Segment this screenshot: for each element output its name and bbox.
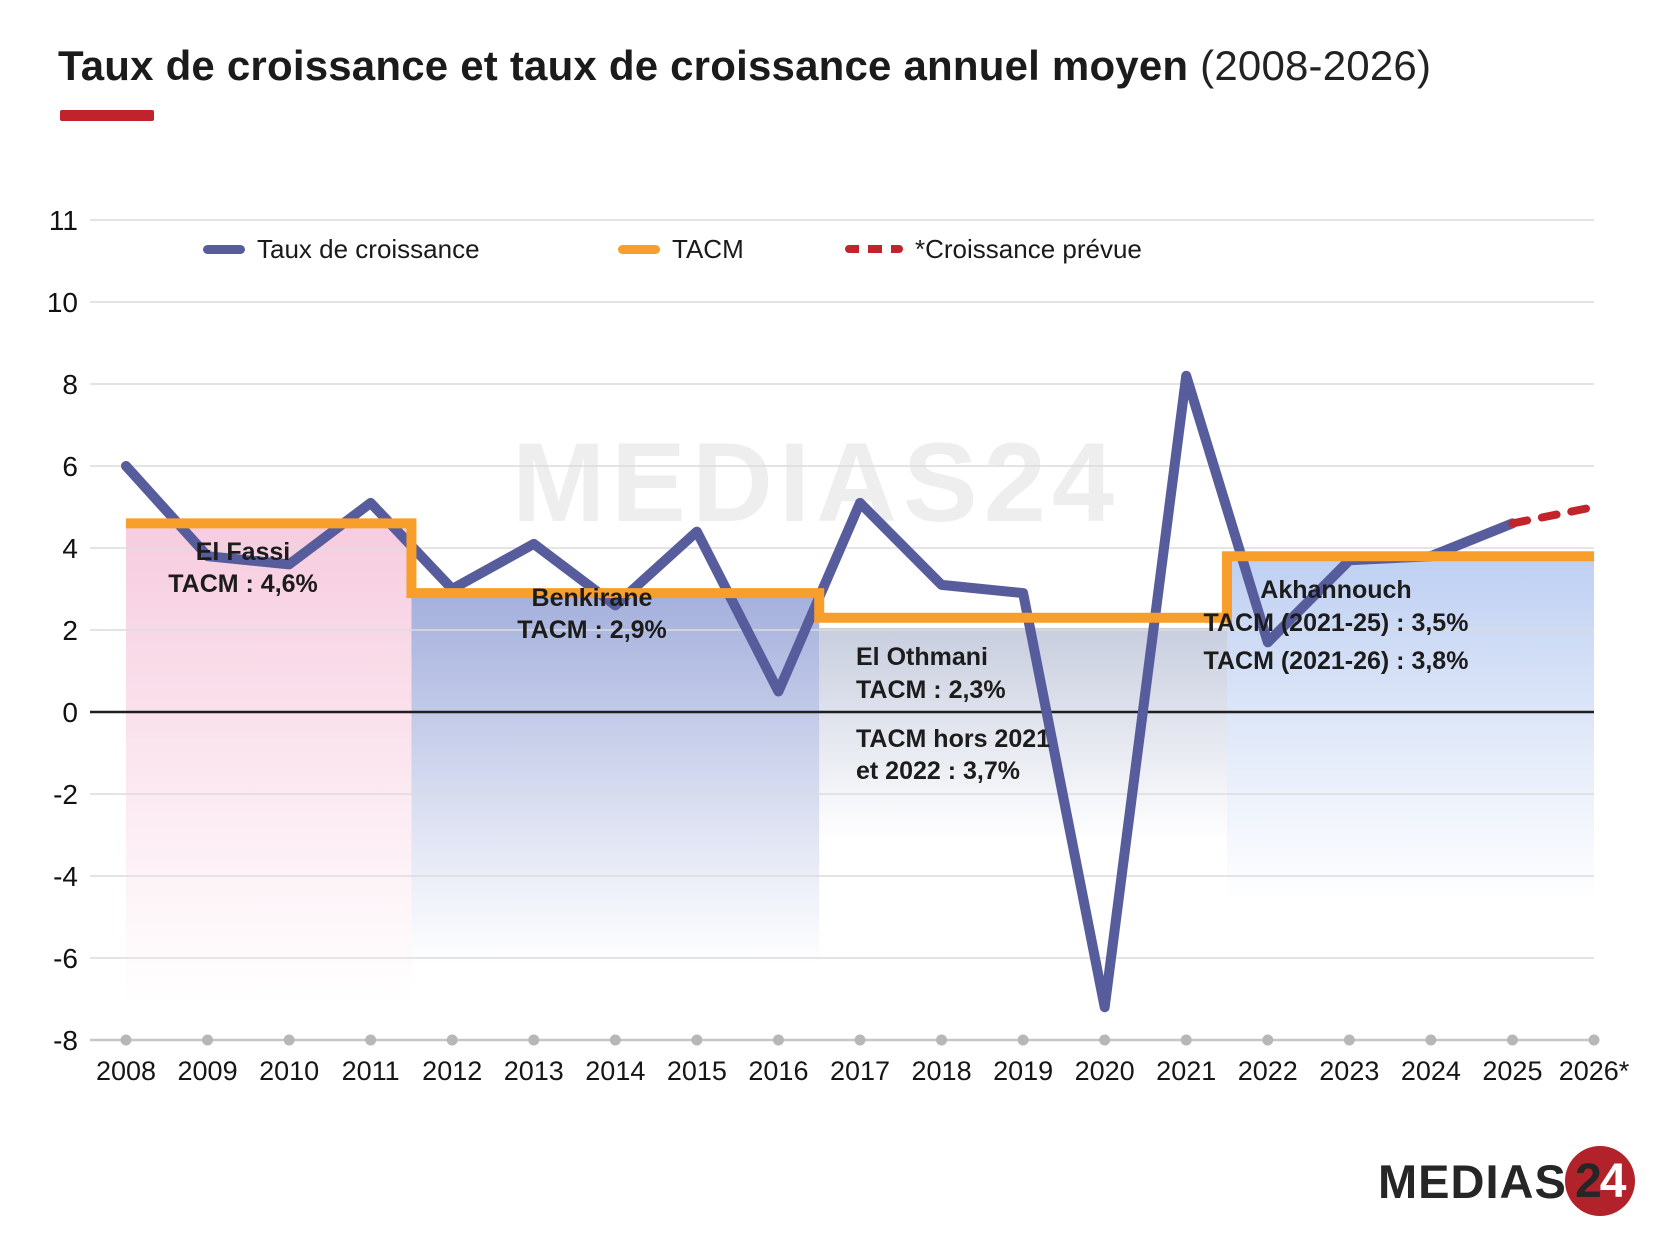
y-axis-label: -2 xyxy=(53,779,78,810)
page-title-period: (2008-2026) xyxy=(1200,42,1432,89)
x-axis-tick-dot xyxy=(691,1034,703,1046)
medias24-logo: MEDIAS 2 4 xyxy=(1378,1146,1635,1216)
annotation-line: TACM hors 2021 xyxy=(856,725,1051,753)
legend-label: *Croissance prévue xyxy=(915,233,1142,264)
x-axis-tick-dot xyxy=(1425,1034,1437,1046)
annotation-akhannouch: Akhannouch TACM (2021-25) : 3,5% TACM (2… xyxy=(1150,574,1522,678)
x-axis-label: 2021 xyxy=(1156,1056,1216,1086)
legend-label: Taux de croissance xyxy=(257,233,480,264)
x-axis-label: 2010 xyxy=(259,1056,319,1086)
legend-label: TACM xyxy=(672,233,744,264)
x-axis-tick-dot xyxy=(1262,1034,1274,1046)
x-axis-label: 2014 xyxy=(585,1056,645,1086)
annotation-line: El Fassi xyxy=(195,538,291,566)
annotation-el-othmani-hors-crise: TACM hors 2021 et 2022 : 3,7% xyxy=(856,723,1050,787)
region-el-fassi xyxy=(126,523,412,1004)
x-axis-tick-dot xyxy=(772,1034,784,1046)
logo-digit-4: 4 xyxy=(1599,1154,1627,1208)
x-axis-tick-dot xyxy=(202,1034,214,1046)
x-axis-label: 2016 xyxy=(748,1056,808,1086)
legend-item-croissance-prevue: *Croissance prévue xyxy=(845,234,1142,264)
medias24-watermark: MEDIAS24 xyxy=(512,420,1121,545)
annotation-line: Benkirane xyxy=(531,584,653,612)
x-axis-tick-dot xyxy=(1506,1034,1518,1046)
region-benkirane xyxy=(411,593,820,967)
x-axis-label: 2025 xyxy=(1482,1056,1542,1086)
x-axis-label: 2013 xyxy=(504,1056,564,1086)
annotation-line: TACM (2021-25) : 3,5% xyxy=(1203,609,1469,637)
annotation-benkirane: Benkirane TACM : 2,9% xyxy=(462,582,722,646)
legend-item-tacm: TACM xyxy=(618,234,744,264)
x-axis-label: 2009 xyxy=(178,1056,238,1086)
y-axis-label: -6 xyxy=(53,943,78,974)
annotation-line: Akhannouch xyxy=(1260,576,1412,604)
region-el-othmani xyxy=(819,627,1227,844)
annotation-el-fassi: El Fassi TACM : 4,6% xyxy=(123,536,363,600)
annotation-el-othmani: El Othmani TACM : 2,3% xyxy=(856,641,1006,707)
logo-brand-text: MEDIAS xyxy=(1378,1154,1567,1208)
x-axis-tick-dot xyxy=(446,1034,458,1046)
page-title: Taux de croissance et taux de croissance… xyxy=(58,42,1431,90)
y-axis-label: 8 xyxy=(62,369,78,400)
x-axis-label: 2020 xyxy=(1075,1056,1135,1086)
x-axis-label: 2017 xyxy=(830,1056,890,1086)
x-axis-tick-dot xyxy=(283,1034,295,1046)
x-axis-label: 2015 xyxy=(667,1056,727,1086)
logo-red-circle-icon: 2 4 xyxy=(1564,1146,1635,1216)
x-axis-label: 2011 xyxy=(342,1056,400,1086)
x-axis-label: 2012 xyxy=(422,1056,482,1086)
x-axis-label: 2026* xyxy=(1559,1056,1630,1086)
annotation-line: TACM : 2,9% xyxy=(517,616,667,644)
y-axis-label: -4 xyxy=(53,861,78,892)
logo-digit-2: 2 xyxy=(1575,1154,1602,1208)
forecast-dashed-swatch-icon xyxy=(845,245,903,253)
annotation-line: TACM : 4,6% xyxy=(168,570,318,598)
title-accent-bar xyxy=(60,110,154,121)
x-axis-label: 2018 xyxy=(912,1056,972,1086)
x-axis-label: 2024 xyxy=(1401,1056,1461,1086)
x-axis-tick-dot xyxy=(120,1034,132,1046)
annotation-line: et 2022 : 3,7% xyxy=(856,757,1020,785)
y-axis-label: 10 xyxy=(47,287,78,318)
y-axis-label: 6 xyxy=(62,451,78,482)
forecast-dashed-line xyxy=(1508,503,1598,528)
x-axis-tick-dot xyxy=(1099,1034,1111,1046)
x-axis-label: 2023 xyxy=(1319,1056,1379,1086)
x-axis-tick-dot xyxy=(1180,1034,1192,1046)
page-title-main: Taux de croissance et taux de croissance… xyxy=(58,42,1201,89)
y-axis-label: 11 xyxy=(49,205,78,236)
x-axis-tick-dot xyxy=(528,1034,540,1046)
x-axis-tick-dot xyxy=(365,1034,377,1046)
x-axis-tick-dot xyxy=(1343,1034,1355,1046)
legend-item-taux-de-croissance: Taux de croissance xyxy=(203,234,480,264)
growth-line-swatch-icon xyxy=(203,244,245,254)
x-axis-tick-dot xyxy=(854,1034,866,1046)
x-axis-tick-dot xyxy=(936,1034,948,1046)
tacm-step-line xyxy=(126,518,1594,623)
annotation-line: El Othmani xyxy=(856,643,988,671)
tacm-line-swatch-icon xyxy=(618,244,660,254)
y-axis-label: -8 xyxy=(53,1025,78,1056)
x-axis-label: 2019 xyxy=(993,1056,1053,1086)
annotation-line: TACM (2021-26) : 3,8% xyxy=(1203,647,1469,675)
y-axis-label: 0 xyxy=(62,697,78,728)
x-axis-label: 2008 xyxy=(96,1056,156,1086)
annotation-line: TACM : 2,3% xyxy=(856,676,1006,704)
y-axis-label: 2 xyxy=(62,615,78,646)
y-axis-label: 4 xyxy=(62,533,78,564)
x-axis-label: 2022 xyxy=(1238,1056,1298,1086)
x-axis-tick-dot xyxy=(1017,1034,1029,1046)
x-axis-tick-dot xyxy=(609,1034,621,1046)
x-axis-tick-dot xyxy=(1588,1034,1600,1046)
